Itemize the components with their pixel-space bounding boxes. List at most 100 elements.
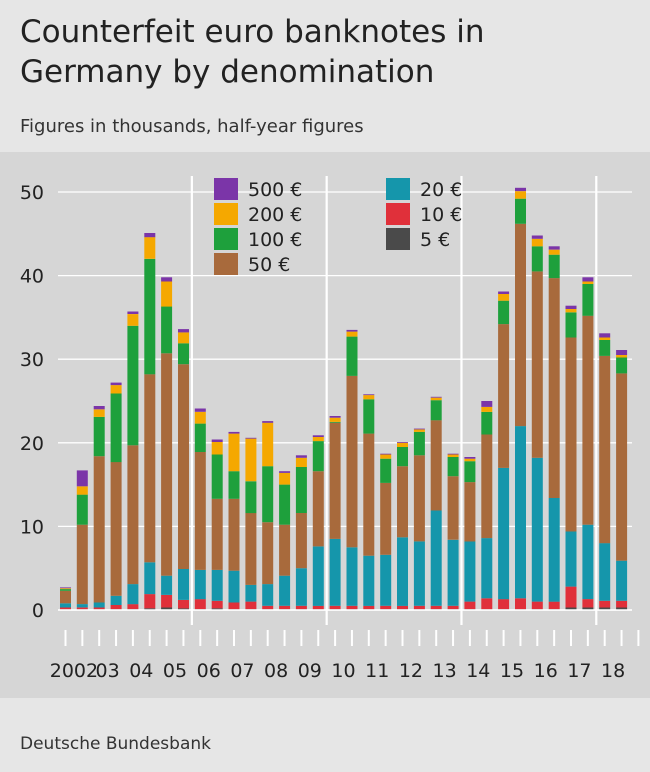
- bar-segment-200-7: [178, 332, 189, 344]
- y-axis: 0 10 20 30 40 50: [20, 182, 44, 622]
- bar-segment-100-21: [413, 431, 425, 456]
- bar-segment-100-31: [582, 284, 594, 316]
- legend-label-10: 10 €: [420, 204, 462, 226]
- bar-segment-50-11: [245, 513, 257, 585]
- bar-segment-20-14: [295, 568, 307, 606]
- bar-segment-50-27: [515, 223, 526, 427]
- x-tick-label-18: 18: [601, 660, 625, 682]
- bar-segment-20-10: [228, 570, 240, 603]
- bar-segment-100-1: [76, 494, 88, 525]
- bar-segment-50-16: [329, 422, 341, 539]
- bar-segment-5-5: [144, 608, 156, 610]
- bar-segment-100-11: [245, 481, 257, 514]
- bar-segment-50-19: [380, 482, 392, 555]
- bar-segment-500-28: [531, 235, 543, 239]
- bar-segment-50-22: [430, 420, 442, 511]
- bar-segment-50-26: [498, 324, 510, 468]
- bar-segment-100-24: [464, 461, 476, 483]
- bar-segment-20-27: [515, 426, 526, 599]
- bar-segment-10-6: [161, 595, 173, 608]
- bar-segment-500-11: [245, 437, 257, 439]
- y-tick-label-40: 40: [20, 266, 44, 288]
- bar-segment-20-21: [413, 541, 425, 606]
- bar-segment-20-15: [312, 546, 324, 606]
- legend-label-50: 50 €: [248, 254, 290, 276]
- bar-segment-50-23: [447, 476, 459, 540]
- bar-segment-100-16: [329, 421, 341, 423]
- bar-segment-200-18: [363, 395, 375, 400]
- bar-segment-10-28: [531, 601, 543, 610]
- bar-segment-5-9: [211, 608, 223, 610]
- bar-segment-200-28: [531, 238, 543, 247]
- legend-swatch-10: [386, 203, 410, 225]
- bar-segment-10-21: [413, 605, 425, 610]
- bar-segment-500-15: [312, 435, 324, 437]
- bar-segment-20-32: [599, 543, 611, 601]
- bar-segment-200-2: [93, 409, 105, 417]
- bar-segment-100-17: [346, 336, 358, 376]
- bar-segment-200-19: [380, 454, 392, 459]
- bar-segment-200-16: [329, 417, 341, 422]
- bar-segment-10-15: [312, 605, 324, 610]
- bar-segment-200-1: [76, 486, 88, 495]
- year-separators: [190, 176, 598, 625]
- bar-segment-20-26: [498, 467, 510, 600]
- bar-segment-20-30: [565, 531, 577, 587]
- bar-segment-5-32: [599, 607, 611, 610]
- bar-segment-200-17: [346, 331, 358, 337]
- bar-segment-500-19: [380, 453, 392, 455]
- bar-segment-10-1: [76, 607, 88, 610]
- bar-segment-20-18: [363, 555, 375, 606]
- x-tick-label-08: 08: [264, 660, 288, 682]
- bar-segment-100-20: [397, 447, 408, 467]
- bar-segment-20-29: [548, 498, 560, 602]
- bar-segment-100-5: [144, 258, 156, 375]
- bar-segment-10-10: [228, 602, 240, 610]
- gridlines: [58, 191, 632, 611]
- bar-segment-50-20: [397, 466, 408, 538]
- bar-segment-20-9: [211, 569, 223, 601]
- bar-segment-20-0: [60, 603, 71, 608]
- bar-segment-10-8: [194, 599, 206, 610]
- bar-segment-500-20: [397, 442, 408, 443]
- bar-segment-50-33: [616, 373, 628, 561]
- bar-segment-200-26: [498, 294, 510, 301]
- legend-swatch-500: [214, 178, 238, 200]
- bar-segment-50-8: [194, 452, 206, 570]
- bar-segment-20-7: [178, 569, 189, 600]
- x-tick-label-06: 06: [197, 660, 221, 682]
- bar-segment-100-32: [599, 340, 611, 356]
- bar-segment-20-23: [447, 539, 459, 606]
- bar-segment-100-7: [178, 343, 189, 365]
- bar-segment-100-13: [279, 484, 291, 525]
- bar-segment-100-6: [161, 306, 173, 354]
- legend-swatch-50: [214, 253, 238, 275]
- bar-segment-10-2: [93, 607, 105, 610]
- bar-segment-100-30: [565, 312, 577, 338]
- bar-segment-200-8: [194, 411, 206, 424]
- bar-segment-200-23: [447, 454, 459, 457]
- y-tick-label-0: 0: [32, 600, 44, 622]
- bar-segment-5-33: [616, 607, 628, 610]
- bar-segment-10-4: [127, 604, 139, 610]
- legend-swatch-100: [214, 228, 238, 250]
- bar-segment-500-2: [93, 406, 105, 410]
- bar-segment-50-29: [548, 278, 560, 498]
- bar-segment-500-23: [447, 453, 459, 455]
- bar-segment-20-24: [464, 541, 476, 602]
- bar-segment-100-25: [481, 411, 493, 435]
- bar-segment-50-13: [279, 524, 291, 576]
- x-tick-label-17: 17: [567, 660, 591, 682]
- bar-segment-10-11: [245, 601, 257, 610]
- bar-segment-100-28: [531, 246, 543, 272]
- bar-segment-20-33: [616, 560, 628, 601]
- bar-segment-20-19: [380, 554, 392, 606]
- bar-segment-100-26: [498, 300, 510, 325]
- bar-segment-500-27: [515, 187, 526, 192]
- bar-segment-200-31: [582, 281, 594, 284]
- bar-segment-20-16: [329, 538, 341, 606]
- bar-segment-500-31: [582, 277, 594, 282]
- bar-segment-500-14: [295, 455, 307, 458]
- bar-segment-200-10: [228, 433, 240, 472]
